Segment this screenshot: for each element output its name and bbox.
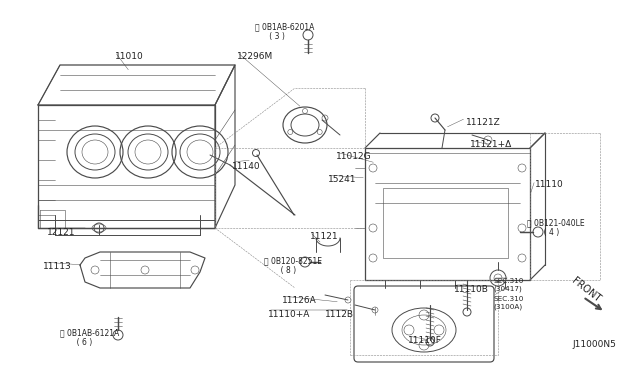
Text: 11110B: 11110B [454,285,489,294]
Text: Ⓑ 0B1AB-6201A
      ( 3 ): Ⓑ 0B1AB-6201A ( 3 ) [255,22,314,41]
Text: 11010: 11010 [115,52,144,61]
Text: 11110: 11110 [535,180,564,189]
Text: SEC.310
(3100A): SEC.310 (3100A) [493,296,524,310]
Text: FRONT: FRONT [570,276,602,304]
Text: 11113: 11113 [43,262,72,271]
Text: 1112B: 1112B [325,310,354,319]
Text: Ⓑ 0B121-040LE
       ( 4 ): Ⓑ 0B121-040LE ( 4 ) [527,218,584,237]
Text: 11140: 11140 [232,162,260,171]
Text: 12296M: 12296M [237,52,273,61]
Text: 11126A: 11126A [282,296,317,305]
Text: 15241: 15241 [328,175,356,184]
Text: J11000N5: J11000N5 [572,340,616,349]
Text: 12121: 12121 [47,228,76,237]
Text: SEC.310
(30417): SEC.310 (30417) [493,278,524,292]
Text: Ⓑ 0B1AB-6121A
       ( 6 ): Ⓑ 0B1AB-6121A ( 6 ) [60,328,119,347]
Bar [383,188,508,258]
Text: 11110F: 11110F [408,336,442,345]
Text: 11121Z: 11121Z [466,118,500,127]
Text: 11121: 11121 [310,232,339,241]
Text: 11121+Δ: 11121+Δ [470,140,512,149]
Text: 11012G: 11012G [336,152,372,161]
Text: Ⓑ 0B120-8251E
       ( 8 ): Ⓑ 0B120-8251E ( 8 ) [264,256,322,275]
Text: 11110+A: 11110+A [268,310,310,319]
